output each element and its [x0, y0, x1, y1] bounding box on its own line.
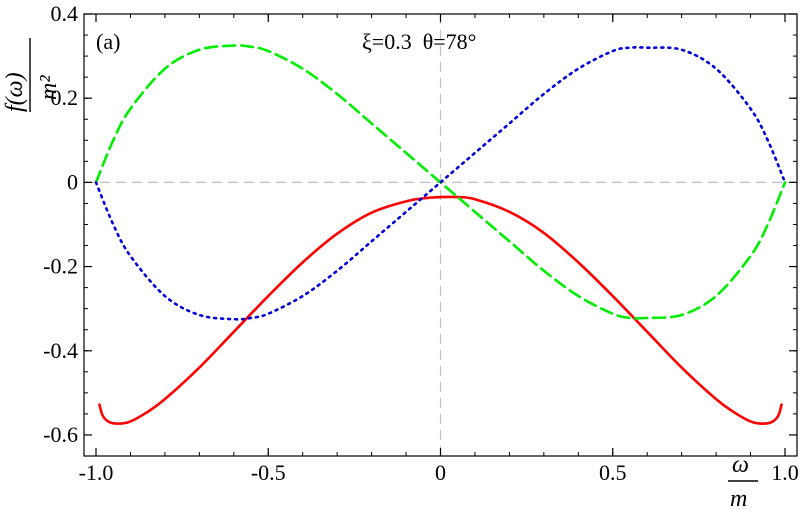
panel-label: (a) [96, 29, 120, 54]
x-tick-label: 0.5 [599, 460, 627, 485]
y-tick-label: -0.4 [43, 338, 78, 363]
parameter-annotation: ξ=0.3 θ=78° [362, 29, 476, 54]
tick-labels: -1.0 -0.5 0 0.5 1.0 -0.6 -0.4 -0.2 0 0.2 0.4 [43, 1, 799, 485]
y-tick-label: 0.2 [51, 85, 79, 110]
y-axis-label-numerator: f(ω) [2, 72, 28, 112]
x-axis-label: ω m [728, 452, 758, 512]
x-tick-label: -1.0 [79, 460, 114, 485]
series-layer [94, 44, 787, 425]
x-tick-label: -0.5 [251, 460, 286, 485]
x-tick-label: 0 [435, 460, 446, 485]
y-tick-label: 0.4 [51, 1, 79, 26]
y-axis-label: f(ω) m² [2, 38, 62, 112]
y-tick-label: -0.6 [43, 422, 78, 447]
y-axis-label-denominator: m² [36, 75, 62, 100]
x-axis-label-numerator: ω [732, 452, 749, 478]
series-dotted-blue-line [94, 46, 787, 321]
x-tick-label: 1.0 [771, 460, 799, 485]
x-axis-label-denominator: m [730, 486, 747, 512]
reference-lines [84, 14, 797, 456]
y-tick-label: -0.2 [43, 254, 78, 279]
ticks [84, 13, 797, 456]
y-tick-label: 0 [67, 169, 78, 194]
series-solid-red-line [98, 195, 783, 425]
